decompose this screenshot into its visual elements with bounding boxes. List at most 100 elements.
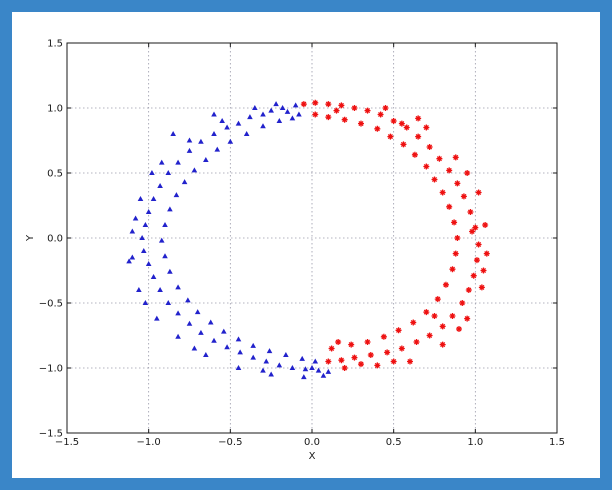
red-star-point	[439, 323, 446, 330]
red-star-point	[377, 111, 384, 118]
red-star-point	[374, 362, 381, 369]
blue-triangle-point	[214, 146, 221, 152]
blue-triangle-point	[276, 362, 283, 368]
red-star-point	[464, 315, 471, 322]
blue-triangle-point	[312, 358, 319, 364]
blue-triangle-point	[299, 355, 305, 361]
red-star-point	[467, 209, 474, 215]
red-star-point	[312, 99, 319, 106]
red-star-point	[351, 105, 358, 111]
x-tick-label: 1.5	[549, 437, 565, 448]
blue-triangle-point	[289, 365, 296, 370]
blue-triangle-point	[173, 192, 180, 198]
blue-triangle-point	[203, 157, 209, 162]
blue-triangle-point	[273, 101, 279, 107]
blue-triangle-point	[224, 124, 230, 130]
blue-triangle-point	[186, 147, 193, 153]
red-star-point	[410, 319, 417, 326]
blue-triangle-point	[219, 118, 225, 123]
blue-triangle-point	[140, 248, 147, 253]
blue-triangle-point	[227, 138, 234, 144]
blue-triangle-point	[194, 309, 201, 315]
red-star-point	[338, 357, 345, 364]
x-tick-label: −0.5	[218, 437, 242, 448]
blue-triangle-point	[224, 344, 230, 350]
red-star-point	[390, 358, 397, 365]
red-star-point	[434, 296, 441, 303]
blue-triangle-point	[284, 108, 291, 114]
blue-triangle-point	[175, 310, 181, 316]
blue-triangle-point	[250, 342, 256, 348]
blue-triangle-point	[207, 319, 214, 325]
y-tick-label: 0.0	[47, 234, 63, 245]
blue-triangle-point	[136, 287, 142, 292]
red-star-point	[465, 287, 472, 293]
blue-triangle-point	[165, 170, 172, 175]
red-star-point	[483, 250, 490, 257]
red-star-point	[415, 115, 422, 122]
red-star-point	[464, 170, 471, 176]
red-star-point	[341, 365, 348, 371]
blue-triangle-point	[186, 320, 193, 326]
blue-triangle-point	[185, 297, 191, 303]
blue-triangle-point	[260, 367, 266, 373]
red-star-point	[454, 235, 461, 241]
blue-triangle-point	[175, 333, 181, 339]
x-tick-label: −1.5	[55, 437, 79, 448]
y-axis-ticks: −1.5 −1.0 −0.5 0.0 0.5 1.0 1.5	[39, 39, 557, 440]
red-star-point	[390, 118, 397, 124]
y-tick-label: 0.5	[47, 169, 63, 180]
red-star-point	[411, 151, 418, 158]
red-star-point	[470, 272, 477, 279]
blue-triangle-point	[283, 352, 289, 357]
blue-triangle-point	[289, 115, 296, 121]
red-star-point	[380, 333, 387, 340]
red-star-point	[482, 222, 489, 228]
x-tick-label: 0.0	[304, 437, 320, 448]
red-star-point	[423, 309, 430, 316]
blue-triangle-point	[235, 120, 242, 126]
blue-triangle-point	[263, 358, 270, 364]
red-star-point	[398, 120, 405, 127]
red-star-point	[351, 354, 358, 361]
blue-triangle-point	[142, 300, 149, 305]
red-star-point	[451, 219, 458, 226]
blue-triangle-point	[309, 365, 315, 370]
red-star-point	[426, 144, 433, 150]
blue-triangle-point	[276, 118, 283, 123]
y-tick-label: −1.0	[39, 364, 63, 375]
blue-triangle-point	[247, 114, 253, 120]
red-star-point	[439, 189, 446, 196]
red-star-point	[480, 267, 487, 274]
y-tick-label: 1.5	[47, 39, 63, 50]
red-star-point	[423, 163, 430, 170]
blue-triangle-point	[139, 235, 145, 240]
blue-triangle-point	[301, 374, 307, 380]
blue-triangle-point	[198, 138, 204, 144]
blue-triangle-point	[142, 222, 149, 227]
blue-triangle-point	[132, 215, 139, 221]
red-star-point	[338, 102, 345, 109]
red-star-point	[469, 228, 476, 235]
blue-triangle-point	[158, 159, 165, 165]
blue-triangle-point	[211, 337, 217, 343]
x-tick-label: −1.0	[137, 437, 161, 448]
blue-triangle-point	[150, 274, 157, 279]
red-star-point	[431, 313, 438, 319]
blue-triangle-point	[126, 258, 132, 264]
y-axis-label: Y	[25, 234, 36, 242]
blue-triangle-point	[157, 287, 163, 292]
blue-triangle-point	[137, 196, 144, 201]
blue-triangle-point	[296, 111, 302, 117]
red-star-point	[436, 155, 443, 162]
red-star-point	[395, 327, 402, 334]
red-star-point	[446, 203, 453, 210]
red-star-point	[325, 358, 332, 365]
blue-triangle-point	[302, 366, 309, 372]
red-star-point	[367, 352, 374, 358]
red-star-point	[452, 154, 459, 161]
red-star-point	[431, 176, 438, 183]
blue-triangle-point	[181, 179, 188, 185]
blue-triangle-point	[170, 131, 176, 136]
red-star-point	[475, 189, 482, 196]
